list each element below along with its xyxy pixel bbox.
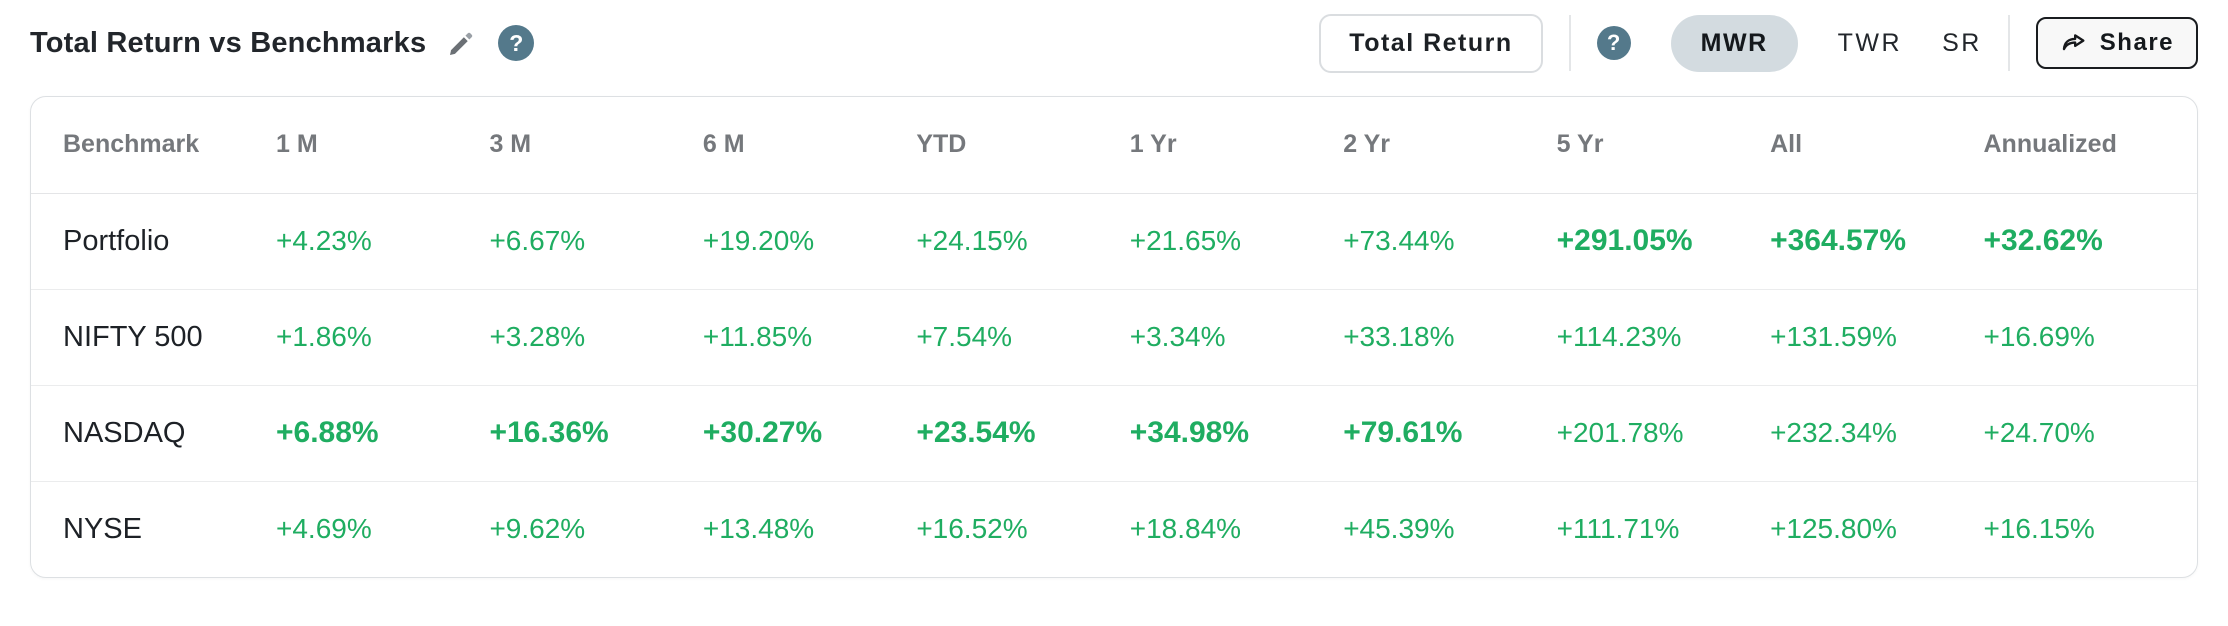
benchmarks-table-card: Benchmark 1 M 3 M 6 M YTD 1 Yr 2 Yr 5 Yr… bbox=[30, 96, 2198, 578]
return-value: +114.23% bbox=[1556, 288, 1771, 385]
return-value: +11.85% bbox=[702, 288, 917, 385]
return-value: +16.69% bbox=[1983, 288, 2197, 385]
table-row-nyse: NYSE +4.69% +9.62% +13.48% +16.52% +18.8… bbox=[31, 480, 2197, 577]
return-value: +16.36% bbox=[489, 384, 703, 481]
total-return-button[interactable]: Total Return bbox=[1319, 13, 1543, 73]
return-mode-group: ? MWR TWR SR bbox=[1596, 14, 1982, 72]
benchmark-name: NYSE bbox=[31, 480, 276, 577]
vertical-divider bbox=[2007, 15, 2010, 71]
return-value: +19.20% bbox=[702, 225, 815, 256]
pencil-icon bbox=[446, 27, 478, 59]
return-value: +7.54% bbox=[916, 288, 1130, 385]
return-value: +33.18% bbox=[1343, 288, 1557, 385]
column-header-benchmark: Benchmark bbox=[31, 97, 276, 194]
return-value: +30.27% bbox=[702, 384, 917, 481]
return-value: +24.15% bbox=[916, 225, 1028, 256]
return-value: +23.54% bbox=[916, 384, 1130, 481]
column-header-1yr: 1 Yr bbox=[1129, 97, 1344, 194]
return-value: +18.84% bbox=[1129, 480, 1344, 577]
table-header-row: Benchmark 1 M 3 M 6 M YTD 1 Yr 2 Yr 5 Yr… bbox=[31, 97, 2197, 194]
return-value: +4.69% bbox=[276, 480, 490, 577]
return-value: +34.98% bbox=[1129, 384, 1344, 481]
return-value: +21.65% bbox=[1129, 225, 1242, 256]
mode-help-icon[interactable]: ? bbox=[1596, 26, 1631, 60]
column-header-1m: 1 M bbox=[276, 97, 490, 194]
return-value: +232.34% bbox=[1770, 384, 1984, 481]
header-bar: Total Return vs Benchmarks ? Total Retur… bbox=[0, 0, 2228, 73]
return-value: +9.62% bbox=[489, 480, 703, 577]
benchmark-name: NASDAQ bbox=[31, 384, 276, 481]
benchmarks-table: Benchmark 1 M 3 M 6 M YTD 1 Yr 2 Yr 5 Yr… bbox=[31, 97, 2197, 577]
tab-twr[interactable]: TWR bbox=[1837, 28, 1903, 57]
return-value: +16.52% bbox=[916, 480, 1130, 577]
table-row-portfolio: Portfolio +4.23% +6.67% +19.20% +24.15% … bbox=[31, 193, 2197, 289]
column-header-5yr: 5 Yr bbox=[1556, 97, 1771, 194]
return-value: +291.05% bbox=[1556, 224, 1693, 257]
return-value: +6.67% bbox=[489, 225, 586, 256]
return-value: +364.57% bbox=[1770, 224, 1907, 257]
return-value: +4.23% bbox=[276, 225, 372, 256]
title-help-icon[interactable]: ? bbox=[498, 25, 535, 61]
edit-button[interactable] bbox=[446, 27, 478, 59]
header-controls: Total Return ? MWR TWR SR Share bbox=[1319, 13, 2198, 73]
share-button[interactable]: Share bbox=[2035, 17, 2198, 69]
share-arrow-icon bbox=[2060, 29, 2088, 57]
column-header-2yr: 2 Yr bbox=[1343, 97, 1557, 194]
return-value: +111.71% bbox=[1556, 480, 1771, 577]
tab-mwr[interactable]: MWR bbox=[1670, 14, 1798, 72]
title-group: Total Return vs Benchmarks ? bbox=[30, 25, 535, 61]
vertical-divider bbox=[1568, 15, 1571, 71]
return-value: +3.34% bbox=[1129, 288, 1344, 385]
return-value: +3.28% bbox=[489, 288, 703, 385]
benchmark-name: Portfolio bbox=[63, 224, 170, 257]
table-row-nifty500: NIFTY 500 +1.86% +3.28% +11.85% +7.54% +… bbox=[31, 288, 2197, 385]
return-value: +125.80% bbox=[1770, 480, 1984, 577]
return-value: +1.86% bbox=[276, 288, 490, 385]
table-row-nasdaq: NASDAQ +6.88% +16.36% +30.27% +23.54% +3… bbox=[31, 384, 2197, 481]
return-value: +79.61% bbox=[1343, 384, 1557, 481]
return-value: +16.15% bbox=[1983, 480, 2197, 577]
return-value: +201.78% bbox=[1556, 384, 1771, 481]
column-header-ytd: YTD bbox=[916, 97, 1130, 194]
return-value: +6.88% bbox=[276, 384, 490, 481]
column-header-3m: 3 M bbox=[489, 97, 703, 194]
return-value: +32.62% bbox=[1983, 224, 2103, 257]
return-value: +131.59% bbox=[1770, 288, 1984, 385]
tab-sr[interactable]: SR bbox=[1942, 28, 1982, 57]
column-header-all: All bbox=[1770, 97, 1984, 194]
column-header-6m: 6 M bbox=[702, 97, 917, 194]
return-value: +24.70% bbox=[1983, 384, 2197, 481]
page-title: Total Return vs Benchmarks bbox=[30, 26, 427, 59]
return-value: +13.48% bbox=[702, 480, 917, 577]
return-value: +73.44% bbox=[1343, 225, 1455, 256]
benchmark-name: NIFTY 500 bbox=[31, 288, 276, 385]
return-value: +45.39% bbox=[1343, 480, 1557, 577]
share-button-label: Share bbox=[2099, 29, 2174, 56]
column-header-annualized: Annualized bbox=[1983, 97, 2197, 194]
